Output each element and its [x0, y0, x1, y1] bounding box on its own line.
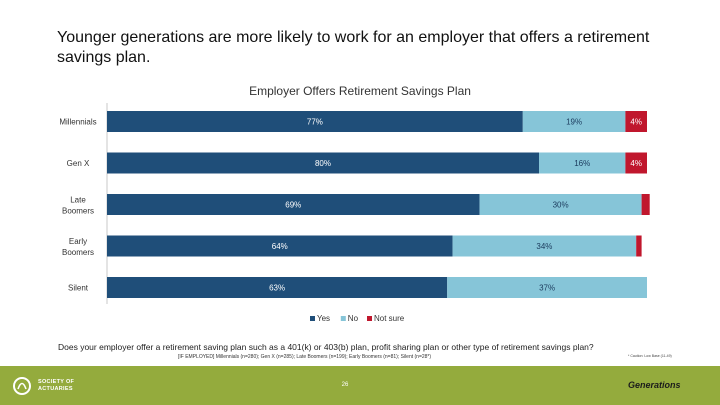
category-label: Millennials [59, 118, 96, 127]
bar-not-sure [636, 235, 642, 257]
legend-swatch [310, 316, 315, 321]
data-label: 64% [272, 242, 288, 251]
bar-not-sure [625, 152, 647, 174]
data-label: 4% [630, 118, 642, 127]
category-label: Gen X [67, 159, 90, 168]
legend-label: No [348, 314, 359, 323]
bar-not-sure [625, 111, 647, 132]
data-label: 16% [574, 159, 590, 168]
category-label: Late Boomers [62, 196, 94, 216]
bar-no [539, 152, 626, 174]
slide-headline: Younger generations are more likely to w… [57, 29, 650, 66]
data-label: 69% [285, 201, 301, 210]
soa-logo-icon [13, 377, 31, 395]
legend-swatch [367, 316, 372, 321]
generations-brand: Generations [628, 380, 681, 390]
bar-not-sure [641, 194, 650, 215]
category-label: Early Boomers [62, 237, 94, 257]
survey-question: Does your employer offer a retirement sa… [58, 342, 594, 352]
bar-yes [107, 111, 523, 132]
legend-swatch [340, 316, 346, 321]
bar-yes [107, 277, 448, 298]
data-label: 63% [269, 284, 285, 293]
data-label: 80% [315, 159, 331, 168]
stacked-bar-chart: Millennials 77% 19% 4% Gen X 80% 16% 4% Late Boom… [59, 103, 650, 323]
data-label: 34% [536, 242, 552, 251]
bar-yes [107, 235, 453, 257]
low-base-footnote: * Caution: Low Base (11-49) [628, 354, 672, 358]
bar-no [479, 194, 642, 215]
base-sizes-note: [IF EMPLOYED] Millennials (n=280); Gen X… [178, 354, 432, 360]
bar-yes [107, 194, 480, 215]
footer-bar: SOCIETY OF ACTUARIES 26 Generations [0, 366, 720, 405]
legend-label: Not sure [374, 314, 405, 323]
logo-line-1: SOCIETY OF [38, 379, 75, 385]
page-number: 26 [341, 382, 349, 388]
data-label: 19% [566, 118, 582, 127]
data-label: 4% [630, 159, 642, 168]
bar-no [447, 277, 647, 298]
logo-line-2: ACTUARIES [38, 386, 73, 392]
legend-label: Yes [317, 314, 330, 323]
data-label: 37% [539, 284, 555, 293]
data-label: 77% [307, 118, 323, 127]
chart-title: Employer Offers Retirement Savings Plan [249, 84, 471, 98]
bar-no [452, 235, 637, 257]
category-label: Silent [68, 284, 89, 293]
bar-no [522, 111, 626, 132]
soa-logo: SOCIETY OF ACTUARIES [12, 374, 92, 398]
bar-yes [107, 152, 539, 174]
data-label: 30% [553, 201, 569, 210]
